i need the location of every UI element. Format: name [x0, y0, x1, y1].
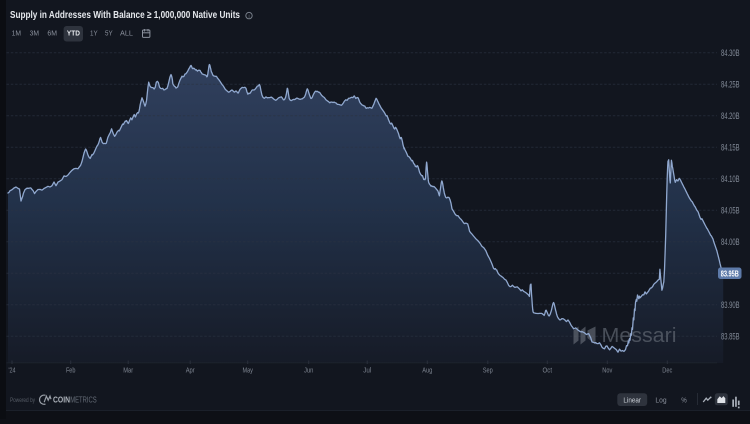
- svg-text:84.25B: 84.25B: [721, 79, 740, 89]
- svg-text:84.10B: 84.10B: [721, 174, 740, 184]
- svg-text:84.15B: 84.15B: [721, 142, 740, 152]
- svg-text:5Y: 5Y: [105, 30, 113, 37]
- svg-text:May: May: [242, 368, 253, 375]
- svg-text:3M: 3M: [30, 30, 40, 37]
- svg-text:ALL: ALL: [120, 30, 133, 37]
- svg-text:Dec: Dec: [662, 368, 672, 375]
- svg-text:83.95B: 83.95B: [721, 269, 739, 278]
- svg-text:Apr: Apr: [186, 368, 196, 375]
- svg-text:83.90B: 83.90B: [721, 300, 740, 310]
- svg-text:84.30B: 84.30B: [721, 48, 740, 58]
- svg-text:%: %: [681, 397, 687, 404]
- svg-text:'24: '24: [9, 368, 16, 375]
- svg-text:i: i: [248, 14, 249, 20]
- svg-text:Messari: Messari: [602, 324, 677, 347]
- svg-text:COIN: COIN: [53, 396, 70, 405]
- svg-text:84.20B: 84.20B: [721, 111, 740, 121]
- svg-text:83.85B: 83.85B: [721, 331, 740, 341]
- svg-text:1Y: 1Y: [90, 30, 98, 37]
- svg-text:84.00B: 84.00B: [721, 237, 740, 247]
- svg-text:84.05B: 84.05B: [721, 205, 740, 215]
- svg-text:Mar: Mar: [123, 368, 134, 375]
- svg-text:6M: 6M: [47, 30, 57, 37]
- svg-text:METRICS: METRICS: [70, 396, 97, 405]
- svg-text:1M: 1M: [12, 30, 22, 37]
- svg-text:Sep: Sep: [483, 368, 493, 375]
- svg-text:Nov: Nov: [602, 368, 612, 375]
- svg-text:Aug: Aug: [422, 368, 432, 375]
- svg-text:Powered by: Powered by: [10, 397, 36, 404]
- svg-text:Oct: Oct: [543, 368, 553, 375]
- svg-text:Supply in Addresses With Balan: Supply in Addresses With Balance ≥ 1,000…: [10, 9, 240, 21]
- svg-text:Linear: Linear: [623, 397, 641, 404]
- svg-text:YTD: YTD: [67, 30, 80, 37]
- svg-text:Jul: Jul: [363, 368, 371, 375]
- svg-text:Log: Log: [655, 397, 666, 404]
- svg-text:Feb: Feb: [66, 368, 76, 375]
- svg-text:Jun: Jun: [304, 368, 314, 375]
